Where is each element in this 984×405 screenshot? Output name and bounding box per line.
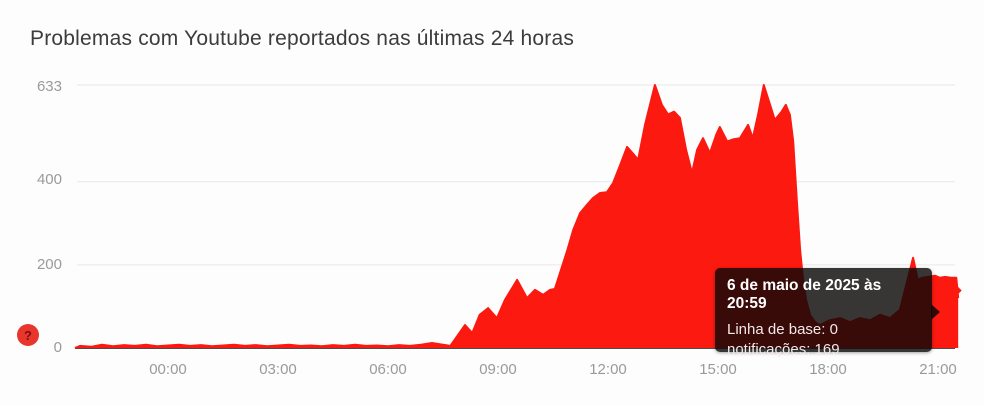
chart-tooltip: 6 de maio de 2025 às 20:59 Linha de base…	[715, 268, 940, 358]
x-axis-tick-0900: 09:00	[479, 361, 517, 378]
y-axis-tick-200: 200	[36, 256, 62, 273]
x-axis-tick-0300: 03:00	[259, 361, 297, 378]
tooltip-baseline-value: Linha de base: 0	[727, 321, 838, 338]
y-axis-tick-0: 0	[53, 339, 62, 356]
tooltip-pointer-arrow	[931, 304, 940, 320]
tooltip-date: 6 de maio de 2025 às 20:59	[727, 277, 882, 312]
y-axis-tick-633: 633	[36, 78, 62, 95]
page-title: Problemas com Youtube reportados nas últ…	[30, 27, 575, 50]
x-axis-tick-0600: 06:00	[369, 361, 407, 378]
x-axis-tick-1200: 12:00	[589, 361, 627, 378]
y-axis-tick-400: 400	[36, 171, 62, 188]
x-axis-tick-0000: 00:00	[149, 361, 187, 378]
x-axis-tick-2100: 21:00	[919, 361, 957, 378]
tooltip-reports-value: notificações: 169	[727, 341, 840, 358]
x-axis-tick-1500: 15:00	[699, 361, 737, 378]
x-axis-tick-1800: 18:00	[809, 361, 847, 378]
help-icon[interactable]: ?	[17, 324, 39, 346]
